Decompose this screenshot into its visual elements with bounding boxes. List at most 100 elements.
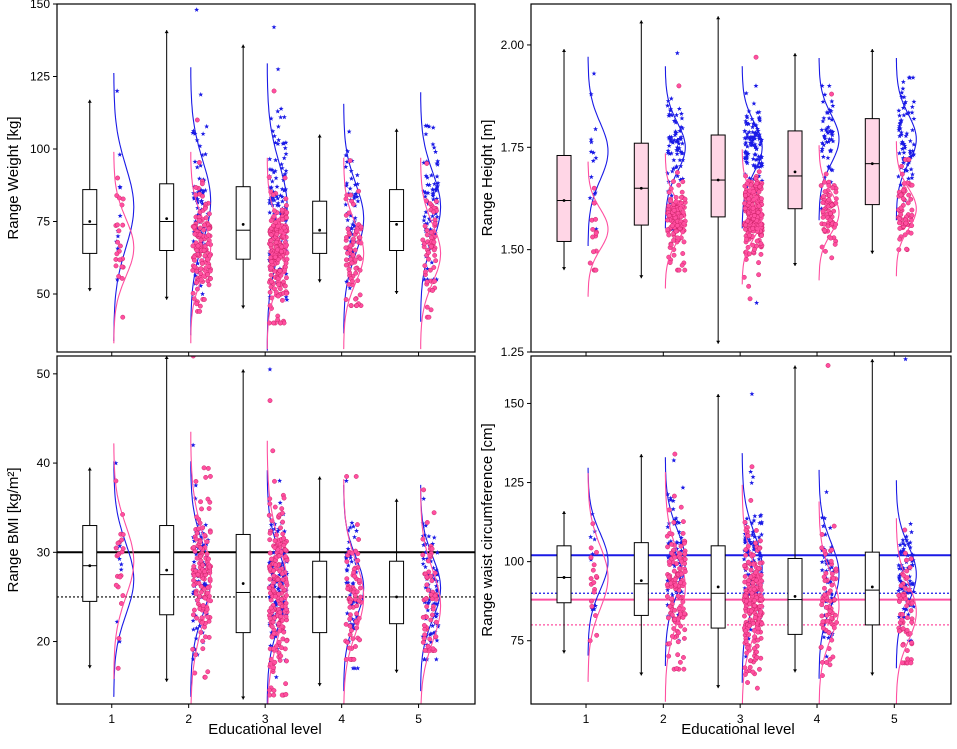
female-point bbox=[431, 265, 437, 270]
male-point bbox=[200, 543, 205, 549]
female-point bbox=[827, 662, 833, 668]
female-point bbox=[828, 558, 834, 564]
female-point bbox=[680, 531, 686, 536]
male-point bbox=[430, 623, 436, 628]
female-point bbox=[665, 594, 670, 599]
female-point bbox=[277, 320, 283, 326]
male-point bbox=[269, 167, 275, 172]
female-point bbox=[666, 189, 672, 195]
male-point bbox=[759, 532, 765, 537]
male-point bbox=[272, 133, 277, 139]
whisker-cap-high-bmi-3 bbox=[241, 369, 246, 373]
female-point bbox=[272, 593, 278, 599]
male-point bbox=[829, 98, 835, 104]
female-point bbox=[671, 568, 677, 574]
female-point bbox=[818, 644, 824, 650]
female-point bbox=[423, 269, 428, 275]
female-points-weight-5 bbox=[420, 161, 439, 320]
female-point bbox=[909, 619, 915, 625]
male-point bbox=[829, 595, 835, 601]
female-point bbox=[753, 54, 759, 60]
female-point bbox=[671, 493, 677, 499]
female-point bbox=[674, 666, 680, 671]
male-point bbox=[278, 563, 284, 569]
male-point bbox=[348, 213, 354, 218]
female-point bbox=[267, 289, 273, 295]
female-point bbox=[823, 604, 829, 610]
male-point bbox=[750, 539, 756, 545]
female-point bbox=[750, 205, 756, 211]
male-point bbox=[346, 234, 352, 240]
female-point bbox=[426, 250, 431, 255]
male-point bbox=[593, 126, 598, 132]
whisker-cap-low-height-4 bbox=[793, 263, 798, 267]
female-point bbox=[429, 546, 435, 552]
female-point bbox=[198, 553, 203, 559]
female-point bbox=[200, 562, 206, 568]
male-point bbox=[593, 226, 599, 232]
male-point bbox=[679, 140, 685, 146]
male-point bbox=[273, 674, 279, 680]
male-point bbox=[190, 442, 196, 448]
female-point bbox=[677, 659, 683, 665]
male-point bbox=[674, 137, 680, 143]
female-point bbox=[282, 547, 288, 553]
male-point bbox=[741, 556, 747, 562]
male-point bbox=[906, 597, 912, 602]
male-point bbox=[821, 634, 827, 640]
male-point bbox=[746, 121, 752, 127]
male-point bbox=[192, 496, 198, 501]
male-point bbox=[354, 528, 359, 533]
female-point bbox=[357, 292, 363, 298]
box-height-5 bbox=[864, 118, 880, 206]
female-point bbox=[280, 577, 286, 583]
male-point bbox=[345, 546, 351, 551]
male-point bbox=[748, 627, 754, 632]
male-point bbox=[350, 622, 356, 628]
x-axis-label-right: Educational level bbox=[681, 721, 794, 738]
male-point bbox=[822, 92, 828, 97]
female-density-waist-1 bbox=[587, 473, 609, 682]
female-point bbox=[344, 576, 350, 582]
female-point bbox=[115, 665, 121, 671]
female-point bbox=[201, 465, 207, 471]
female-point bbox=[758, 655, 764, 661]
female-point bbox=[594, 574, 599, 579]
female-point bbox=[666, 203, 672, 209]
male-point bbox=[665, 578, 670, 583]
female-point bbox=[756, 546, 762, 551]
female-point bbox=[197, 539, 203, 545]
female-point bbox=[424, 232, 430, 238]
box-height-3 bbox=[710, 134, 726, 218]
y-tick-label-height-3: 2.00 bbox=[501, 38, 525, 52]
male-point bbox=[671, 457, 677, 463]
female-point bbox=[742, 613, 747, 619]
male-point bbox=[425, 190, 431, 196]
female-point bbox=[283, 681, 289, 687]
male-point bbox=[899, 90, 905, 95]
female-point bbox=[829, 615, 835, 621]
male-point bbox=[829, 130, 835, 136]
female-point bbox=[266, 512, 272, 518]
female-point bbox=[284, 291, 289, 296]
male-point bbox=[422, 276, 427, 282]
male-point bbox=[829, 117, 835, 122]
female-point bbox=[191, 224, 197, 230]
male-point bbox=[117, 543, 123, 549]
male-point bbox=[901, 160, 906, 165]
female-point bbox=[829, 91, 834, 97]
male-point bbox=[421, 188, 426, 194]
male-point bbox=[115, 233, 121, 239]
female-point bbox=[896, 592, 902, 598]
male-point bbox=[279, 161, 285, 167]
female-point bbox=[277, 610, 283, 615]
male-point bbox=[827, 128, 833, 134]
female-point bbox=[424, 574, 430, 580]
male-point bbox=[829, 564, 835, 570]
female-point bbox=[207, 268, 213, 274]
female-point bbox=[354, 603, 360, 609]
mean-marker-bmi-5 bbox=[395, 595, 398, 599]
mean-marker-weight-5 bbox=[395, 223, 398, 226]
whisker-cap-high-waist-1 bbox=[562, 511, 567, 515]
female-point bbox=[827, 657, 833, 662]
